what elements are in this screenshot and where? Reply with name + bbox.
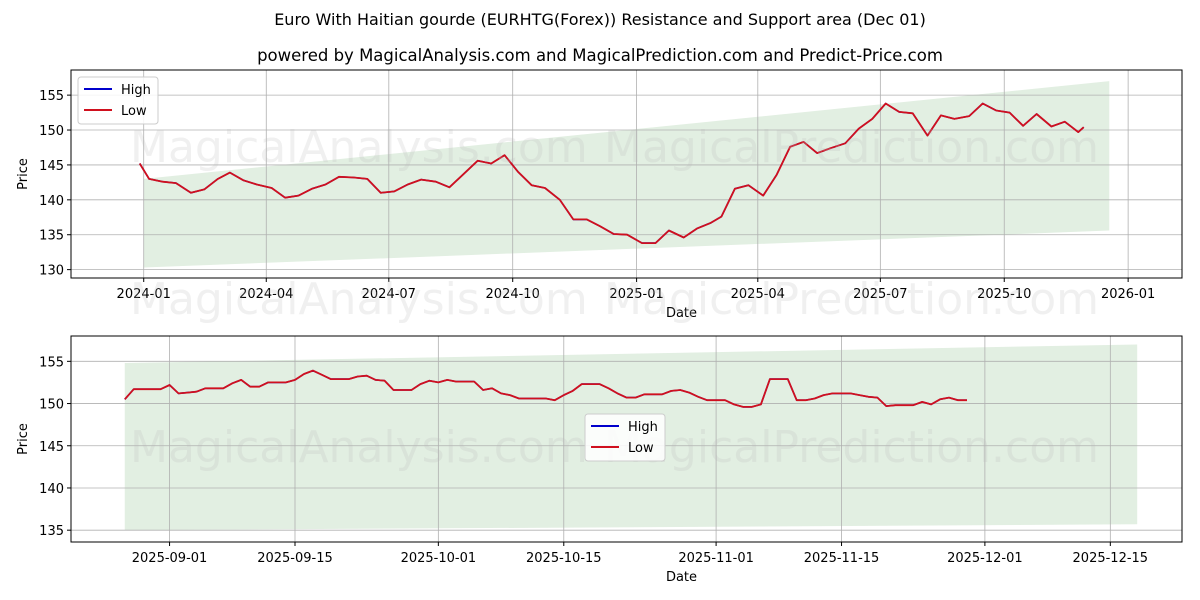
y-tick-label: 135 <box>39 229 64 244</box>
watermark: MagicalAnalysis.com <box>130 274 588 325</box>
low-price-line <box>124 369 967 408</box>
legend-label-high: High <box>628 420 658 435</box>
x-axis-label: Date <box>666 570 697 585</box>
x-tick-label: 2025-04 <box>731 287 785 302</box>
y-tick-label: 145 <box>39 440 64 455</box>
x-tick-label: 2025-10-01 <box>401 551 477 566</box>
y-axis-label: Price <box>16 158 31 190</box>
y-tick-label: 140 <box>39 194 64 209</box>
x-tick-label: 2025-12-01 <box>947 551 1023 566</box>
top-price-chart: MagicalAnalysis.com MagicalPrediction.com… <box>16 69 1183 321</box>
x-tick-label: 2024-04 <box>239 287 293 302</box>
y-tick-label: 140 <box>39 482 64 497</box>
x-tick-label: 2025-10-15 <box>526 551 602 566</box>
y-axis-label: Price <box>16 423 31 455</box>
x-tick-label: 2025-07 <box>853 287 907 302</box>
y-tick-label: 145 <box>39 159 64 174</box>
x-tick-label: 2025-09-01 <box>132 551 208 566</box>
y-tick-label: 135 <box>39 524 64 539</box>
y-tick-label: 155 <box>39 89 64 104</box>
x-tick-label: 2025-12-15 <box>1073 551 1149 566</box>
chart-subtitle: powered by MagicalAnalysis.com and Magic… <box>257 46 943 65</box>
plot-frame <box>70 69 1183 279</box>
y-tick-label: 150 <box>39 124 64 139</box>
watermark: MagicalAnalysis.com <box>130 422 588 473</box>
watermark: MagicalAnalysis.com <box>130 122 588 173</box>
watermark: MagicalPrediction.com <box>604 422 1099 473</box>
legend-label-high: High <box>121 83 151 98</box>
x-tick-label: 2024-10 <box>486 287 540 302</box>
y-tick-label: 130 <box>39 264 64 279</box>
x-tick-label: 2024-01 <box>117 287 171 302</box>
y-tick-label: 150 <box>39 398 64 413</box>
x-tick-label: 2025-11-15 <box>804 551 880 566</box>
bottom-zoom-chart: MagicalAnalysis.com MagicalPrediction.com… <box>16 335 1183 585</box>
x-tick-label: 2026-01 <box>1101 287 1155 302</box>
y-tick-label: 155 <box>39 355 64 370</box>
plot-frame <box>70 335 1183 543</box>
legend-label-low: Low <box>628 441 654 456</box>
legend: High Low <box>584 413 666 462</box>
x-axis-label: Date <box>666 306 697 321</box>
watermark: MagicalPrediction.com <box>604 274 1099 325</box>
low-price-line <box>138 102 1085 245</box>
x-tick-label: 2024-07 <box>362 287 416 302</box>
legend: High Low <box>77 76 159 125</box>
support-resistance-band <box>143 81 1110 268</box>
legend-label-low: Low <box>121 104 147 119</box>
x-tick-label: 2025-10 <box>977 287 1031 302</box>
watermark: MagicalPrediction.com <box>604 122 1099 173</box>
x-tick-label: 2025-11-01 <box>678 551 754 566</box>
chart-title: Euro With Haitian gourde (EURHTG(Forex))… <box>274 10 926 29</box>
x-tick-label: 2025-09-15 <box>257 551 333 566</box>
x-tick-label: 2025-01 <box>609 287 663 302</box>
